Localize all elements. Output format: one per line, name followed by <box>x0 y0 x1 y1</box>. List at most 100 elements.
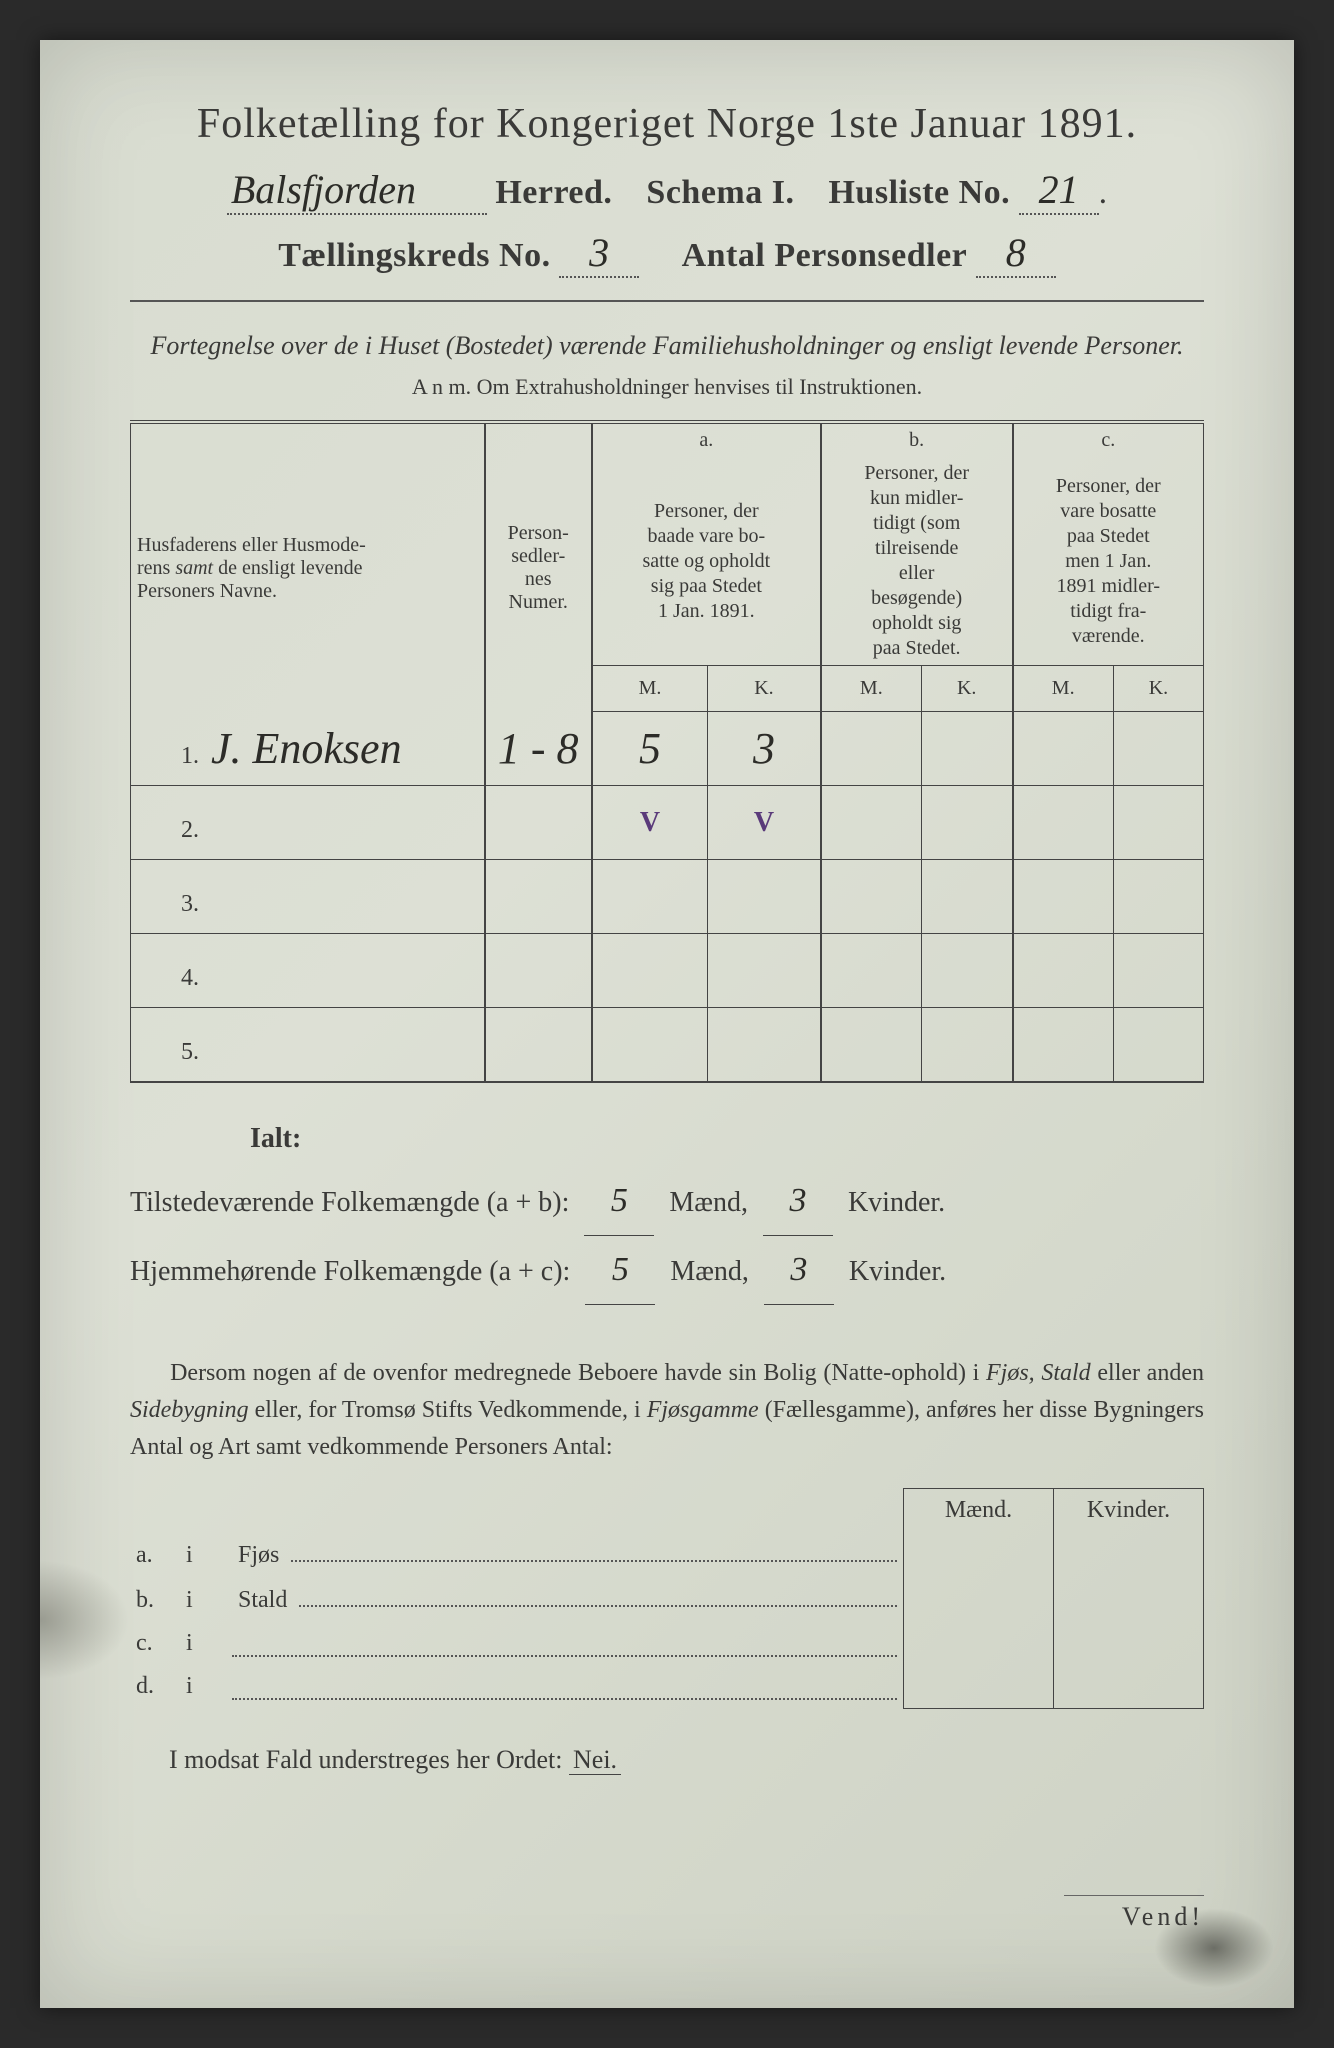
row-num <box>485 786 592 860</box>
row-c-k <box>1113 1008 1203 1082</box>
form-annotation: A n m. Om Extrahusholdninger henvises ti… <box>130 374 1204 400</box>
row-name: 2. <box>131 786 485 860</box>
col-head-a-letter: a. <box>592 422 821 457</box>
col-head-name: Husfaderens eller Husmode-rens samt de e… <box>131 422 485 712</box>
row-b-k <box>921 1008 1012 1082</box>
row-a-m <box>592 934 708 1008</box>
col-k: K. <box>708 666 821 712</box>
col-head-number: Person-sedler-nesNumer. <box>485 422 592 712</box>
household-table: Husfaderens eller Husmode-rens samt de e… <box>130 420 1204 1083</box>
col-head-b: Personer, derkun midler-tidigt (somtilre… <box>821 457 1013 666</box>
col-head-a: Personer, derbaade vare bo-satte og opho… <box>592 457 821 666</box>
personsedler-no: 8 <box>976 229 1056 278</box>
col-head-c: Personer, dervare bosattepaa Stedetmen 1… <box>1013 457 1204 666</box>
row-c-m <box>1013 712 1114 786</box>
row-num <box>485 1008 592 1082</box>
nei-word: Nei. <box>569 1745 621 1775</box>
row-c-m <box>1013 860 1114 934</box>
census-form-page: Folketælling for Kongeriget Norge 1ste J… <box>40 40 1294 2008</box>
outbuild-m <box>904 1665 1054 1708</box>
present-m: 5 <box>584 1167 654 1236</box>
row-c-k <box>1113 934 1203 1008</box>
outbuild-m <box>904 1532 1054 1577</box>
page-title: Folketælling for Kongeriget Norge 1ste J… <box>130 100 1204 148</box>
table-row: 3. <box>131 860 1204 934</box>
kvinder-label: Kvinder. <box>849 1256 946 1287</box>
outbuilding-paragraph: Dersom nogen af de ovenfor medregnede Be… <box>130 1355 1204 1467</box>
outbuild-k <box>1054 1577 1204 1622</box>
outbuild-key: a. <box>130 1532 180 1577</box>
totals-block: Ialt: Tilstedeværende Folkemængde (a + b… <box>130 1111 1204 1305</box>
outbuild-row: a.i Fjøs <box>130 1532 1204 1577</box>
row-c-k <box>1113 786 1203 860</box>
kreds-label: Tællingskreds No. <box>278 237 550 274</box>
present-k: 3 <box>763 1167 833 1236</box>
outbuild-k <box>1054 1622 1204 1665</box>
row-name: 1.J. Enoksen <box>131 712 485 786</box>
form-subtitle: Fortegnelse over de i Huset (Bostedet) v… <box>130 328 1204 364</box>
row-a-k <box>708 1008 821 1082</box>
maend-label: Mænd, <box>670 1256 749 1287</box>
row-b-m <box>821 1008 921 1082</box>
nei-line: I modsat Fald understreges her Ordet: Ne… <box>130 1745 1204 1775</box>
vend-footer: Vend! <box>130 1895 1204 1932</box>
row-b-m <box>821 860 921 934</box>
row-num: 1 - 8 <box>485 712 592 786</box>
row-c-m <box>1013 1008 1114 1082</box>
row-c-k <box>1113 860 1203 934</box>
outbuild-label: Stald <box>220 1577 904 1622</box>
kreds-no: 3 <box>559 229 639 278</box>
outbuild-m <box>904 1577 1054 1622</box>
header-line-kreds: Tællingskreds No. 3 Antal Personsedler 8 <box>130 229 1204 278</box>
row-a-k <box>708 934 821 1008</box>
outbuild-key: d. <box>130 1665 180 1708</box>
outbuild-i: i <box>180 1622 220 1665</box>
row-name: 5. <box>131 1008 485 1082</box>
schema-label: Schema I. <box>646 174 794 211</box>
outbuild-label: Fjøs <box>220 1532 904 1577</box>
col-k: K. <box>921 666 1012 712</box>
col-m: M. <box>821 666 921 712</box>
row-b-m <box>821 786 921 860</box>
row-num <box>485 934 592 1008</box>
home-label: Hjemmehørende Folkemængde (a + c): <box>130 1244 570 1300</box>
outbuild-label <box>220 1665 904 1708</box>
row-name: 3. <box>131 860 485 934</box>
divider <box>130 300 1204 302</box>
outbuild-m <box>904 1622 1054 1665</box>
maend-label: Mænd, <box>669 1187 748 1218</box>
home-k: 3 <box>764 1236 834 1305</box>
outbuild-head-m: Mænd. <box>904 1489 1054 1533</box>
header-line-herred: Balsfjorden Herred. Schema I. Husliste N… <box>130 166 1204 215</box>
row-a-k <box>708 860 821 934</box>
husliste-label: Husliste No. <box>828 174 1010 211</box>
outbuild-k <box>1054 1665 1204 1708</box>
table-row: 1.J. Enoksen1 - 853 <box>131 712 1204 786</box>
outbuild-k <box>1054 1532 1204 1577</box>
row-a-m: V <box>592 786 708 860</box>
col-m: M. <box>1013 666 1114 712</box>
outbuilding-table: Mænd. Kvinder. a.i Fjøs b.i Stald c.id.i <box>130 1488 1204 1709</box>
row-num <box>485 860 592 934</box>
row-c-m <box>1013 934 1114 1008</box>
row-a-k: 3 <box>708 712 821 786</box>
outbuild-i: i <box>180 1665 220 1708</box>
kvinder-label: Kvinder. <box>848 1187 945 1218</box>
row-b-m <box>821 934 921 1008</box>
outbuild-i: i <box>180 1532 220 1577</box>
col-head-b-letter: b. <box>821 422 1013 457</box>
outbuild-key: b. <box>130 1577 180 1622</box>
table-row: 2. VV <box>131 786 1204 860</box>
herred-label: Herred. <box>495 174 612 211</box>
nei-text: I modsat Fald understreges her Ordet: <box>169 1745 563 1774</box>
outbuild-head-k: Kvinder. <box>1054 1489 1204 1533</box>
outbuild-key: c. <box>130 1622 180 1665</box>
home-m: 5 <box>585 1236 655 1305</box>
outbuild-i: i <box>180 1577 220 1622</box>
table-row: 4. <box>131 934 1204 1008</box>
row-b-k <box>921 786 1012 860</box>
row-b-m <box>821 712 921 786</box>
row-a-k: V <box>708 786 821 860</box>
row-b-k <box>921 860 1012 934</box>
personsedler-label: Antal Personsedler <box>682 237 968 274</box>
